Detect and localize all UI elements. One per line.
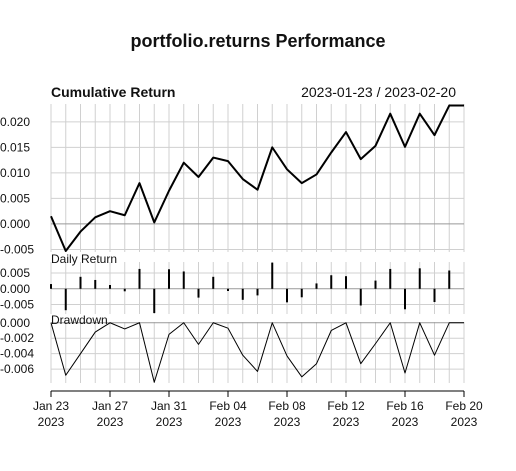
daily-panel-title: Daily Return: [51, 252, 117, 266]
cumulative-return-line: [50, 104, 464, 252]
drawdown-panel-title: Drawdown: [51, 313, 108, 327]
y-tick-label: 0.010: [0, 166, 30, 180]
x-tick-year-label: 2023: [392, 415, 419, 429]
y-tick-label: -0.002: [0, 331, 34, 345]
x-tick-label: Feb 20: [445, 399, 483, 413]
y-tick-label: 0.005: [0, 191, 30, 205]
x-tick-year-label: 2023: [451, 415, 478, 429]
y-tick-label: 0.000: [0, 316, 30, 330]
y-tick-label: -0.005: [0, 242, 34, 256]
x-tick-label: Feb 04: [209, 399, 247, 413]
cumulative-panel-title: Cumulative Return: [51, 84, 175, 100]
x-tick-label: Feb 08: [268, 399, 306, 413]
cumulative-return-panel: -0.005 0.000 0.005 0.010 0.015 0.020: [0, 104, 465, 256]
x-tick-label: Feb 16: [386, 399, 424, 413]
y-tick-label: -0.005: [0, 298, 34, 312]
drawdown-line: [50, 322, 464, 383]
x-axis: Jan 23 2023 Jan 27 2023 Jan 31 2023 Feb 04 2023…: [33, 390, 483, 429]
x-tick-year-label: 2023: [333, 415, 360, 429]
y-tick-label: -0.004: [0, 347, 34, 361]
chart-title: portfolio.returns Performance: [130, 31, 385, 51]
daily-return-panel: -0.005 0.000 0.005: [0, 262, 465, 314]
x-tick-label: Jan 27: [92, 399, 128, 413]
x-tick-year-label: 2023: [274, 415, 301, 429]
y-tick-label: 0.015: [0, 140, 30, 154]
x-tick-label: Jan 31: [151, 399, 187, 413]
x-tick-year-label: 2023: [38, 415, 65, 429]
y-tick-label: -0.006: [0, 362, 34, 376]
x-tick-label: Feb 12: [327, 399, 365, 413]
x-tick-year-label: 2023: [215, 415, 242, 429]
y-tick-label: 0.000: [0, 282, 30, 296]
x-tick-year-label: 2023: [97, 415, 124, 429]
y-tick-label: 0.000: [0, 217, 30, 231]
x-tick-label: Jan 23: [33, 399, 69, 413]
y-tick-label: 0.005: [0, 266, 30, 280]
date-range-label: 2023-01-23 / 2023-02-20: [301, 84, 456, 100]
x-tick-year-label: 2023: [156, 415, 183, 429]
y-tick-label: 0.020: [0, 115, 30, 129]
